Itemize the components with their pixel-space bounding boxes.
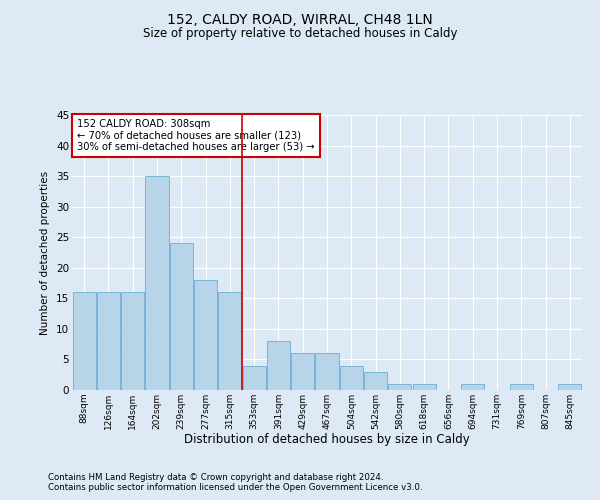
Bar (461, 384, 484, 390)
Text: 152, CALDY ROAD, WIRRAL, CH48 1LN: 152, CALDY ROAD, WIRRAL, CH48 1LN (167, 12, 433, 26)
Bar (218, 292, 241, 390)
Bar (559, 384, 581, 390)
Bar (170, 244, 193, 390)
Bar (194, 280, 217, 390)
Bar (364, 372, 387, 390)
Bar (97, 292, 120, 390)
Bar (73, 292, 95, 390)
Bar (291, 354, 314, 390)
Bar (413, 384, 436, 390)
Y-axis label: Number of detached properties: Number of detached properties (40, 170, 50, 334)
Text: Size of property relative to detached houses in Caldy: Size of property relative to detached ho… (143, 28, 457, 40)
Bar (267, 341, 290, 390)
Text: Distribution of detached houses by size in Caldy: Distribution of detached houses by size … (184, 432, 470, 446)
Bar (510, 384, 533, 390)
Bar (121, 292, 144, 390)
Bar (316, 354, 338, 390)
Bar (340, 366, 363, 390)
Bar (388, 384, 412, 390)
Bar (145, 176, 169, 390)
Text: 152 CALDY ROAD: 308sqm
← 70% of detached houses are smaller (123)
30% of semi-de: 152 CALDY ROAD: 308sqm ← 70% of detached… (77, 119, 315, 152)
Text: Contains public sector information licensed under the Open Government Licence v3: Contains public sector information licen… (48, 484, 422, 492)
Text: Contains HM Land Registry data © Crown copyright and database right 2024.: Contains HM Land Registry data © Crown c… (48, 472, 383, 482)
Bar (242, 366, 266, 390)
